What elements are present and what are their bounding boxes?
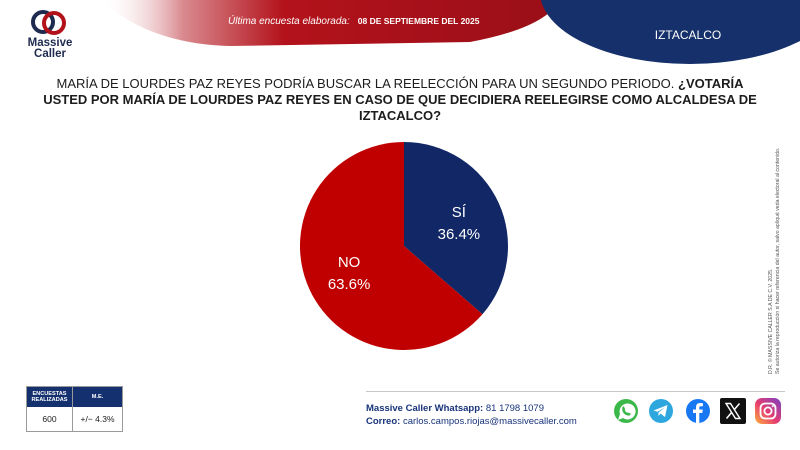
pie-label-si: SÍ: [452, 204, 467, 221]
survey-date-label: Última encuesta elaborada:: [228, 16, 350, 27]
whatsapp-number[interactable]: 81 1798 1079: [485, 403, 544, 414]
pie-value-no: 63.6%: [328, 276, 371, 293]
question-intro: MARÍA DE LOURDES PAZ REYES PODRÍA BUSCAR…: [56, 76, 678, 91]
email-label: Correo:: [366, 416, 401, 427]
email-address[interactable]: carlos.campos.riojas@massivecaller.com: [402, 416, 577, 427]
stats-margin-value: +/− 4.3%: [80, 414, 115, 424]
copyright-line-2: Se autoriza la reproducción si hacer ref…: [775, 147, 781, 374]
whatsapp-label: Massive Caller Whatsapp:: [366, 403, 484, 414]
pie-slice-si: [404, 142, 508, 315]
stats-surveys-value: 600: [27, 407, 73, 431]
brand-line-2: Caller: [34, 48, 66, 60]
social-icons: [612, 397, 787, 429]
survey-question: MARÍA DE LOURDES PAZ REYES PODRÍA BUSCAR…: [40, 76, 760, 124]
x-icon[interactable]: [719, 397, 747, 425]
copyright-line-1: D.R. © MASSIVE CALLER S.A DE C.V. 2025.: [768, 268, 774, 374]
region-label: IZTACALCO: [654, 28, 722, 42]
brand-logo-text: Massive Caller: [20, 37, 80, 60]
brand-line-1: Massive: [27, 37, 73, 49]
contact-info: Massive Caller Whatsapp: 81 1798 1079 Co…: [366, 402, 577, 428]
header-band: [0, 0, 800, 75]
telegram-icon[interactable]: [647, 397, 675, 425]
pie-label-no: NO: [338, 254, 361, 271]
header-shapes: [100, 0, 800, 64]
stats-header-surveys: ENCUESTAS REALIZADAS: [27, 387, 73, 407]
pie-value-si: 36.4%: [438, 226, 481, 243]
pie-slice-no: [300, 142, 483, 350]
footer-divider: [366, 391, 785, 392]
facebook-icon[interactable]: [684, 397, 712, 425]
header-navy-shape: [540, 0, 800, 64]
stats-header-row: ENCUESTAS REALIZADAS M.E.: [27, 387, 122, 407]
instagram-icon[interactable]: [754, 397, 782, 425]
brand-logo: Massive Caller: [20, 8, 84, 66]
brand-logo-icon: [31, 10, 66, 35]
stats-header-margin: M.E.: [91, 394, 104, 400]
whatsapp-icon[interactable]: [612, 397, 640, 425]
survey-date-value: 08 DE SEPTIEMBRE DEL 2025: [357, 16, 480, 26]
pie-chart: SÍ 36.4% NO 63.6%: [300, 142, 508, 350]
survey-date-line: Última encuesta elaborada: 08 DE SEPTIEMB…: [228, 16, 479, 27]
whatsapp-line: Massive Caller Whatsapp: 81 1798 1079: [366, 402, 577, 415]
copyright-note: D.R. © MASSIVE CALLER S.A DE C.V. 2025. …: [768, 98, 798, 374]
stats-table: ENCUESTAS REALIZADAS M.E. 600 +/− 4.3%: [26, 386, 123, 432]
header-red-swoosh: [100, 0, 560, 46]
question-bold: ¿VOTARÍA USTED POR MARÍA DE LOURDES PAZ …: [43, 76, 757, 123]
stats-value-row: 600 +/− 4.3%: [27, 407, 122, 431]
email-line: Correo: carlos.campos.riojas@massivecall…: [366, 415, 577, 428]
